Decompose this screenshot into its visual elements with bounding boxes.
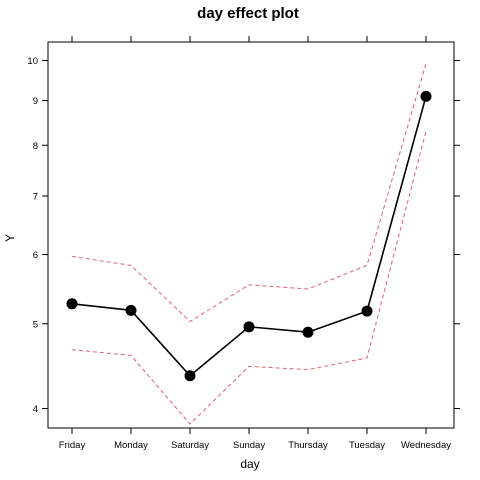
x-tick-label: Wednesday	[401, 440, 451, 451]
series-line-fit	[71, 96, 427, 377]
y-tick-label: 6	[33, 250, 38, 261]
series-line-confidence-band	[71, 131, 427, 425]
y-axis-label: Y	[3, 234, 17, 242]
x-axis-label: day	[240, 457, 259, 471]
data-point	[243, 321, 255, 333]
data-point	[302, 326, 314, 338]
x-tick-label: Tuesday	[349, 440, 385, 451]
y-tick-label: 8	[33, 141, 38, 152]
y-axis: 4 5 6 7 8 9 10	[27, 56, 460, 415]
y-tick-label: 5	[33, 319, 38, 330]
data-point	[361, 305, 373, 317]
data-point	[184, 370, 196, 382]
y-tick-label: 7	[33, 191, 38, 202]
x-tick-label: Monday	[114, 440, 148, 451]
chart-title: day effect plot	[197, 5, 299, 22]
data-point	[125, 304, 137, 316]
data-point	[420, 90, 432, 102]
data-point	[66, 298, 78, 310]
plot-frame	[47, 41, 455, 429]
series-line-confidence-band	[71, 63, 427, 323]
x-tick-label: Friday	[59, 440, 86, 451]
y-tick-label: 10	[27, 56, 38, 67]
series-layer	[66, 63, 432, 425]
x-axis: Friday Monday Saturday Sunday Thursday Tuesda…	[59, 36, 451, 451]
x-tick-label: Saturday	[171, 440, 209, 451]
y-tick-label: 4	[33, 404, 38, 415]
y-tick-label: 9	[33, 96, 38, 107]
x-tick-label: Thursday	[288, 440, 328, 451]
x-tick-label: Sunday	[233, 440, 265, 451]
